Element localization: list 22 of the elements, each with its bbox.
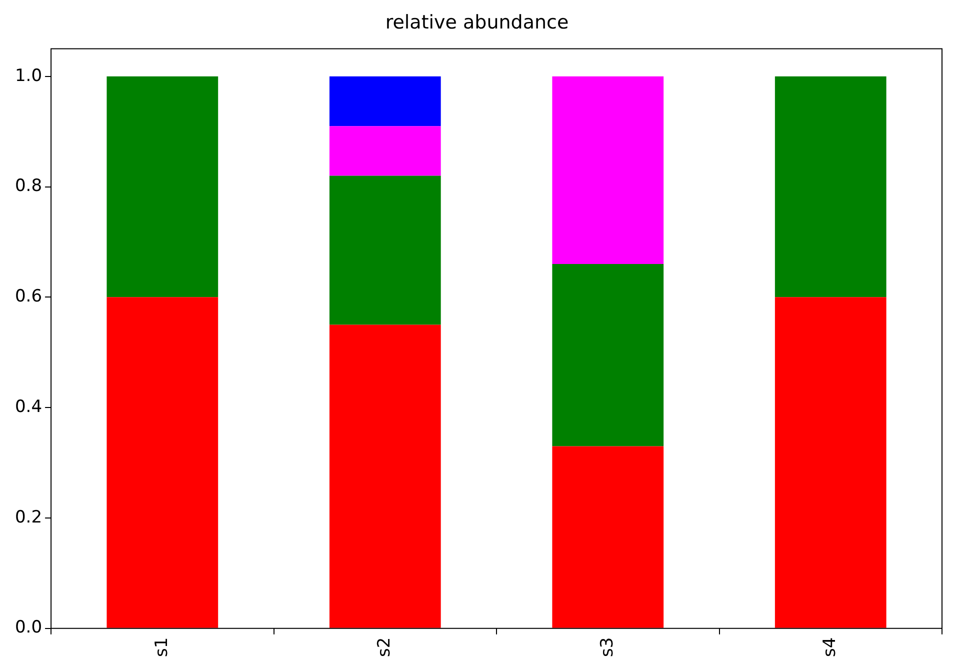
y-tick-label: 0.2	[14, 507, 42, 528]
bar	[552, 446, 664, 628]
bar	[329, 176, 441, 325]
chart-title: relative abundance	[385, 11, 569, 34]
bar	[106, 297, 218, 628]
y-tick-label: 1.0	[14, 66, 42, 86]
bar	[329, 324, 441, 628]
y-tick-label: 0.0	[14, 618, 42, 638]
y-tick-label: 0.6	[14, 286, 42, 307]
x-tick-label: s4	[820, 637, 840, 658]
bar	[329, 126, 441, 176]
x-tick-label: s2	[374, 637, 395, 658]
x-tick-label: s1	[152, 637, 172, 658]
bar	[774, 76, 886, 298]
x-tick-label: s3	[597, 637, 618, 658]
y-tick-label: 0.8	[14, 176, 42, 196]
bar	[106, 76, 218, 298]
bar	[329, 76, 441, 126]
y-tick-label: 0.4	[14, 396, 42, 417]
bar	[552, 76, 664, 264]
bar	[552, 264, 664, 446]
bar	[774, 297, 886, 628]
